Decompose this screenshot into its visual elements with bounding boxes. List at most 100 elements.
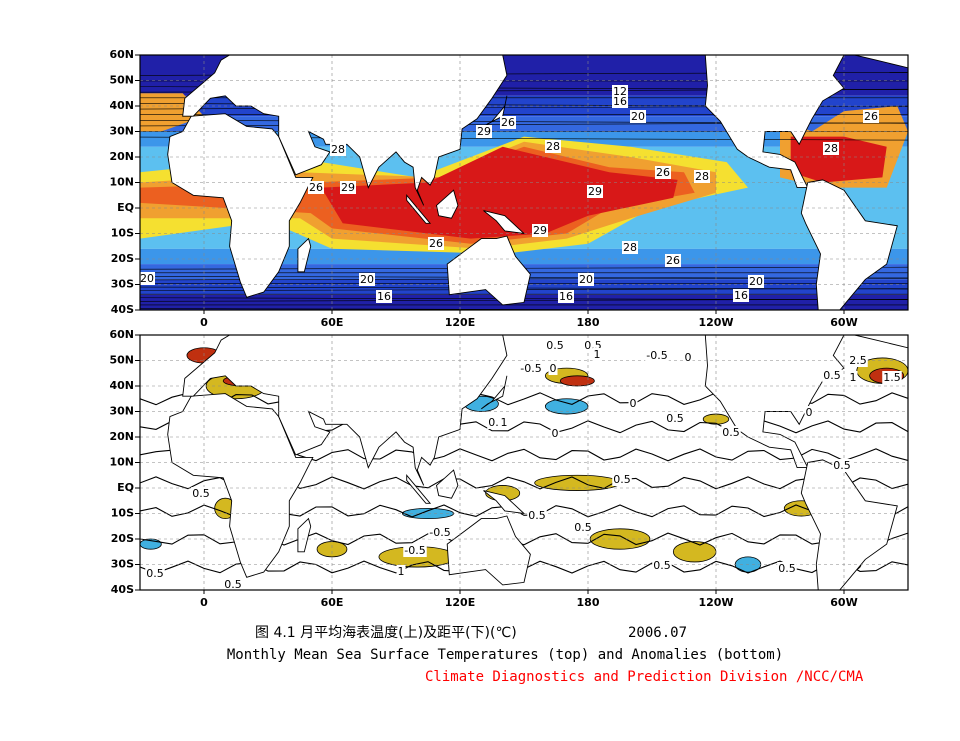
contour-label: 26	[429, 237, 443, 250]
contour-label: 0.5	[146, 567, 164, 580]
contour-label: 2.5	[849, 354, 867, 367]
contour-label-box	[882, 371, 902, 384]
contour-label-box	[733, 289, 749, 302]
contour-label: 0.5	[653, 559, 671, 572]
lon-label: 0	[200, 316, 208, 329]
contour-label-box	[223, 578, 243, 591]
lat-label: 40S	[111, 303, 134, 316]
contour-label: 0.5	[823, 369, 841, 382]
contour-label: 1	[398, 565, 405, 578]
contour-label: 0	[685, 351, 692, 364]
contour-label-box	[558, 290, 574, 303]
contour-label-box	[665, 254, 681, 267]
contour-label: 20	[140, 272, 154, 285]
contour-label-box	[822, 369, 842, 382]
contour-label-box	[532, 224, 548, 237]
contour-label-box	[612, 95, 628, 108]
anomaly-area	[534, 474, 621, 491]
land	[800, 459, 898, 590]
contour-label-box	[403, 544, 427, 557]
lon-label: 60E	[321, 596, 344, 609]
contour-label-box	[622, 241, 638, 254]
contour-label-box	[777, 562, 797, 575]
contour-label-box	[340, 181, 356, 194]
contour-label: 0.5	[722, 426, 740, 439]
lat-label: 20S	[111, 252, 134, 265]
lat-label: 50N	[109, 74, 134, 87]
contour-label-box	[823, 142, 839, 155]
credit: Climate Diagnostics and Prediction Divis…	[425, 669, 864, 685]
contour-label-box	[652, 559, 672, 572]
contour-label-box	[848, 371, 858, 384]
contour-label: 26	[309, 181, 323, 194]
contour-label: 0	[630, 397, 637, 410]
contour-label-box	[863, 110, 879, 123]
contour-label: 20	[579, 273, 593, 286]
contour-label-box	[587, 185, 603, 198]
contour-label: 28	[546, 140, 560, 153]
contour-label: 26	[864, 110, 878, 123]
contour-label-box	[848, 354, 868, 367]
sst-warm-area	[321, 146, 678, 239]
contour-label: 0.5	[613, 473, 631, 486]
land	[854, 55, 908, 69]
contour-label-box	[578, 273, 594, 286]
contour-label-box	[804, 406, 814, 419]
caption-cn: 图 4.1 月平均海表温度(上)及距平(下)(℃)	[255, 625, 517, 641]
contour-label-box	[550, 427, 560, 440]
land	[297, 517, 312, 553]
lat-label: 60N	[109, 328, 134, 341]
contour-label: 29	[588, 185, 602, 198]
contour-label: 0.5	[528, 509, 546, 522]
contour-label: 16	[377, 290, 391, 303]
contour-label: 1	[850, 371, 857, 384]
contour-label-box	[592, 348, 602, 361]
land	[854, 335, 908, 349]
contour-label-box	[612, 473, 632, 486]
land	[436, 189, 459, 219]
contour-label-box	[573, 521, 593, 534]
contour-label-box	[628, 397, 638, 410]
contour-label: 0.5	[192, 487, 210, 500]
land	[446, 235, 531, 306]
land	[800, 179, 898, 310]
lon-label: 180	[577, 596, 600, 609]
contour-label: 0.5	[833, 459, 851, 472]
anomaly-area	[672, 541, 717, 563]
contour-label-box	[376, 290, 392, 303]
lat-label: EQ	[117, 201, 134, 214]
lon-label: 60W	[830, 596, 857, 609]
contour-label: 0	[806, 406, 813, 419]
contour-label-box	[548, 362, 558, 375]
panel-frame	[139, 54, 909, 311]
contour-label: 28	[695, 170, 709, 183]
lon-label: 60W	[830, 316, 857, 329]
land	[630, 55, 845, 189]
contour-label: 0.5	[666, 412, 684, 425]
land	[406, 474, 432, 504]
lat-label: 10S	[111, 227, 134, 240]
contour-label: 0.5	[546, 339, 564, 352]
contour-label-box	[519, 362, 543, 375]
lon-label: 120W	[698, 316, 733, 329]
land	[446, 515, 531, 586]
lon-label: 120E	[445, 316, 475, 329]
contour-label-box	[832, 459, 852, 472]
contour-label-box	[191, 487, 211, 500]
contour-label-box	[665, 412, 685, 425]
contour-label-box	[748, 275, 764, 288]
sst-warm-area	[790, 136, 887, 183]
land	[483, 210, 526, 235]
land	[481, 375, 508, 410]
contour-label: 20	[631, 110, 645, 123]
contour-label-box	[499, 416, 509, 429]
lat-label: 30N	[109, 125, 134, 138]
contour-label-box	[396, 565, 406, 578]
contour-label: 26	[656, 166, 670, 179]
lat-label: 40S	[111, 583, 134, 596]
contour-label-box	[476, 125, 492, 138]
contour-label: 29	[533, 224, 547, 237]
lat-label: 30S	[111, 278, 134, 291]
contour-label: 1	[501, 416, 508, 429]
